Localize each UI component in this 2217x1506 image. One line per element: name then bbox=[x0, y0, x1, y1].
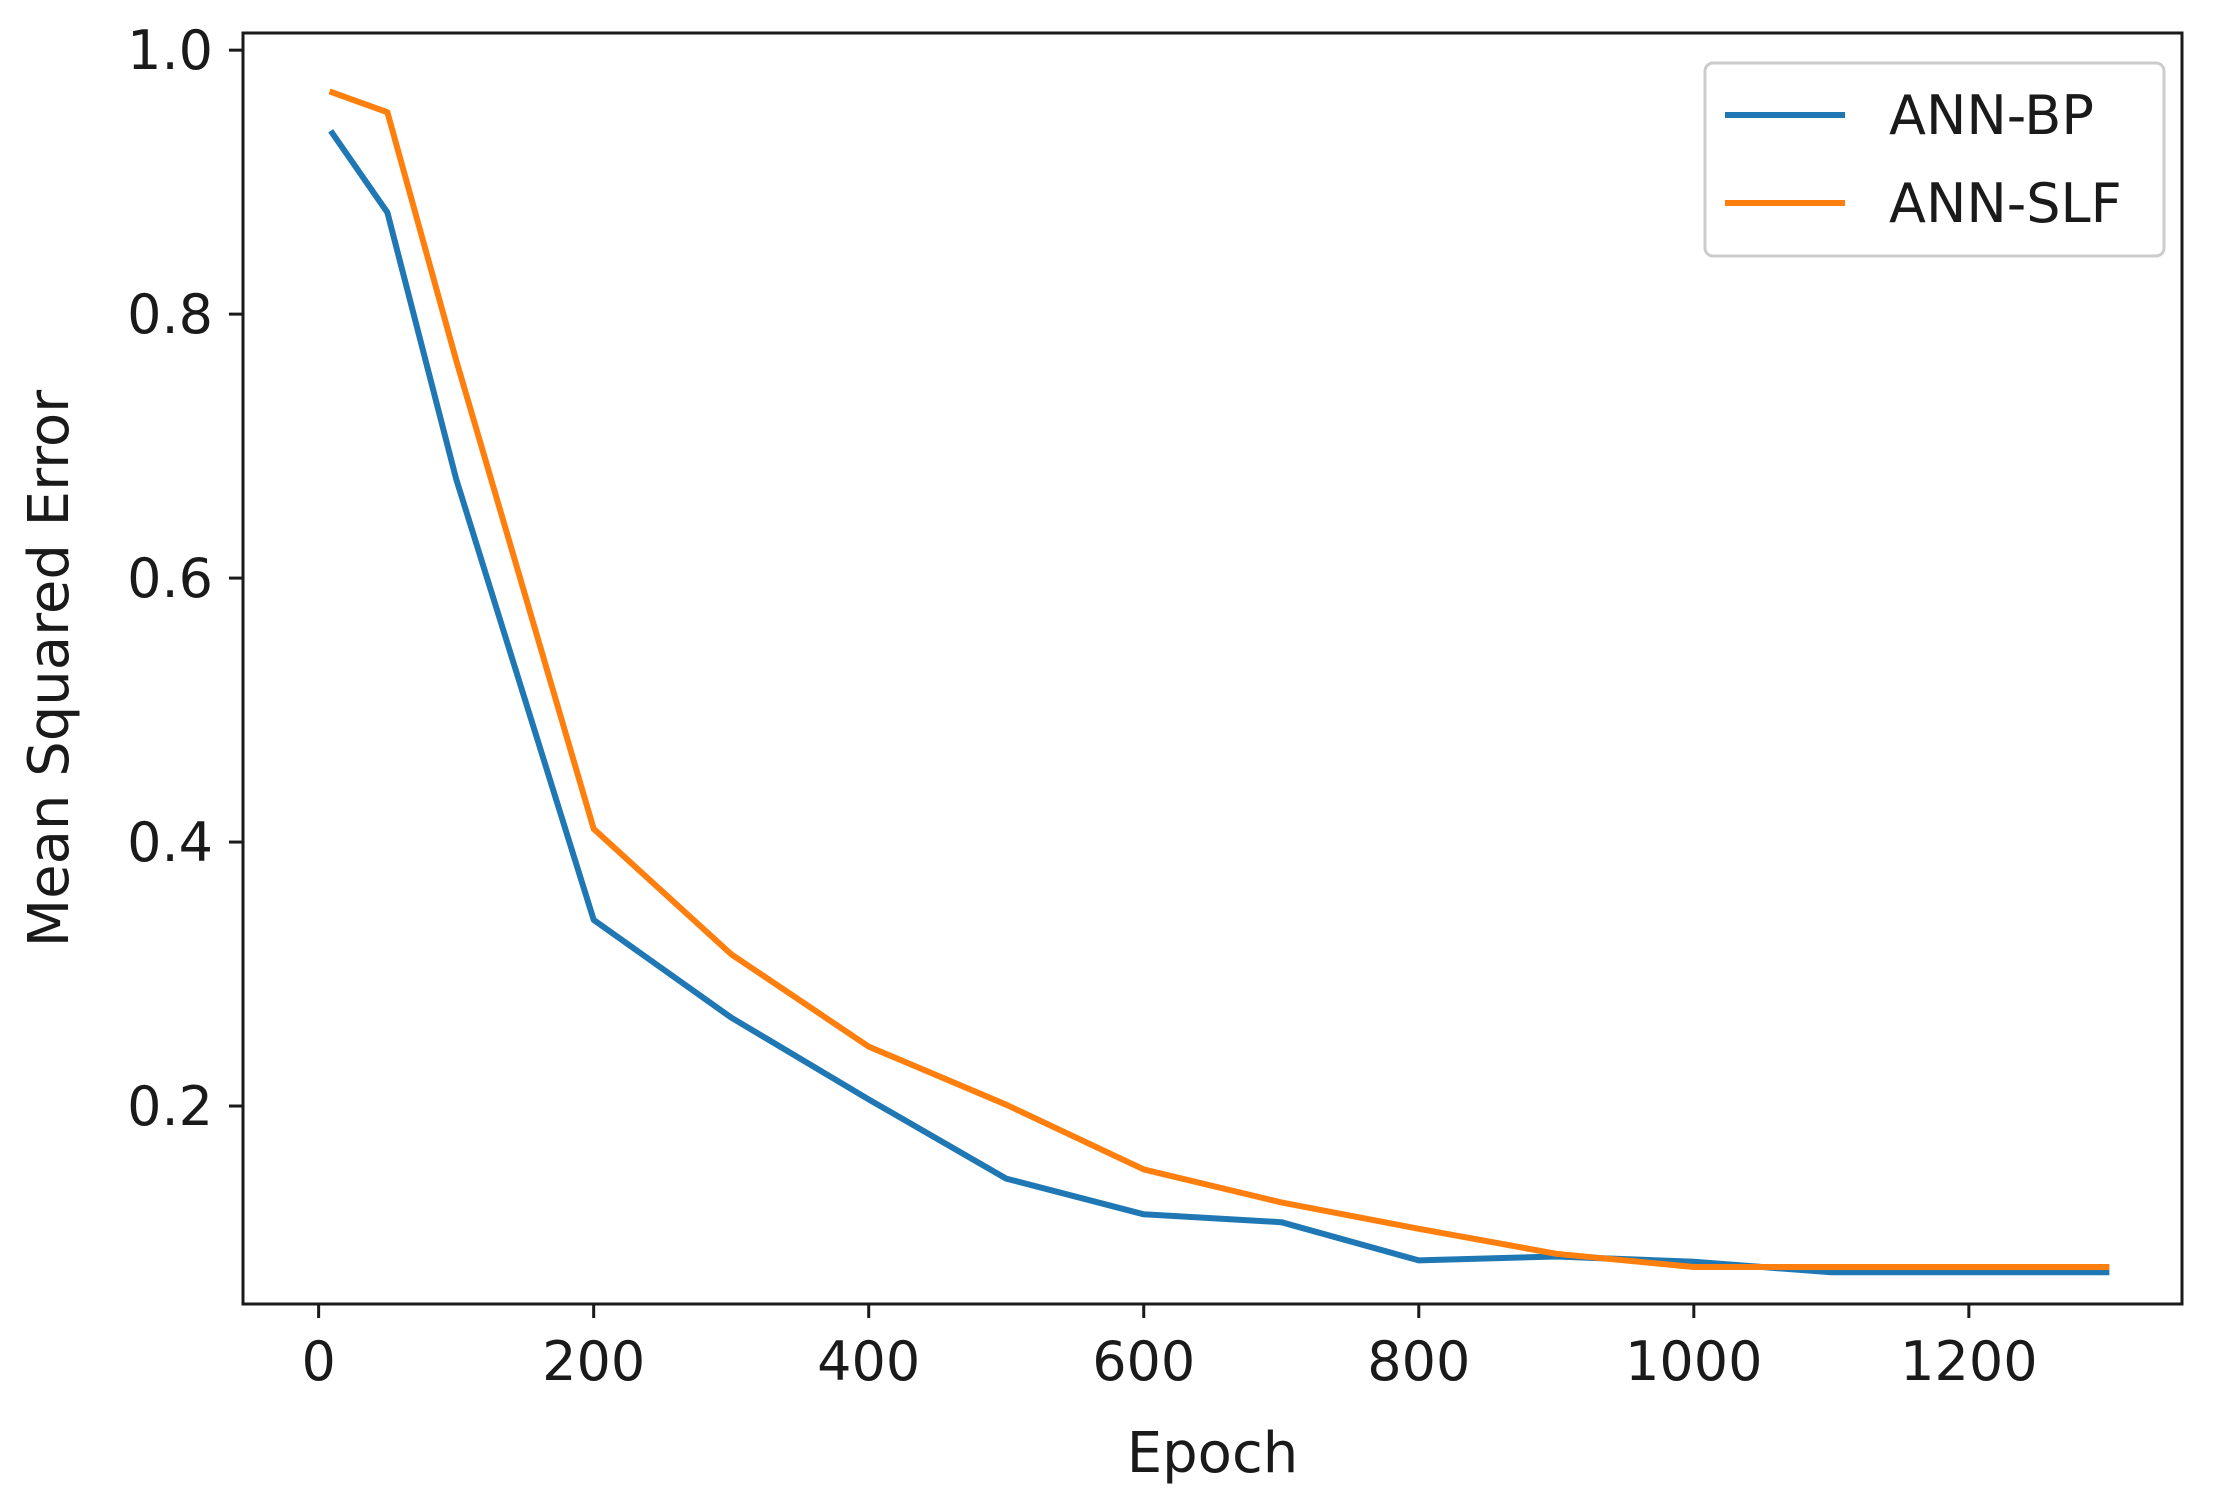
plot-frame bbox=[241, 31, 2184, 1306]
x-tick-label: 200 bbox=[542, 1330, 645, 1393]
x-tick-label: 0 bbox=[301, 1330, 335, 1393]
x-axis: 0 200 400 600 800 1000 1200 bbox=[301, 1304, 2038, 1393]
x-axis-label: Epoch bbox=[1127, 1421, 1298, 1486]
series-line-ann-slf bbox=[328, 88, 2110, 1270]
x-tick-label: 600 bbox=[1092, 1330, 1195, 1393]
x-tick-label: 1000 bbox=[1625, 1330, 1762, 1393]
y-axis: 0.2 0.4 0.6 0.8 1.0 bbox=[127, 19, 243, 1138]
series-line-ann-bp bbox=[328, 129, 2110, 1276]
x-tick-label: 1200 bbox=[1900, 1330, 2037, 1393]
x-tick-label: 400 bbox=[817, 1330, 920, 1393]
y-tick-label: 0.8 bbox=[127, 283, 213, 346]
y-tick-label: 0.4 bbox=[127, 811, 213, 874]
y-tick-label: 0.6 bbox=[127, 547, 213, 610]
legend-box bbox=[1703, 61, 2166, 258]
legend: ANN-BP ANN-SLF bbox=[1703, 61, 2166, 258]
y-tick-label: 1.0 bbox=[127, 19, 213, 82]
y-tick-label: 0.2 bbox=[127, 1075, 213, 1138]
legend-label-ann-bp: ANN-BP bbox=[1889, 84, 2094, 147]
series-layer bbox=[328, 88, 2110, 1276]
legend-label-ann-slf: ANN-SLF bbox=[1889, 172, 2122, 235]
x-tick-label: 800 bbox=[1367, 1330, 1470, 1393]
y-axis-label: Mean Squared Error bbox=[17, 389, 82, 947]
